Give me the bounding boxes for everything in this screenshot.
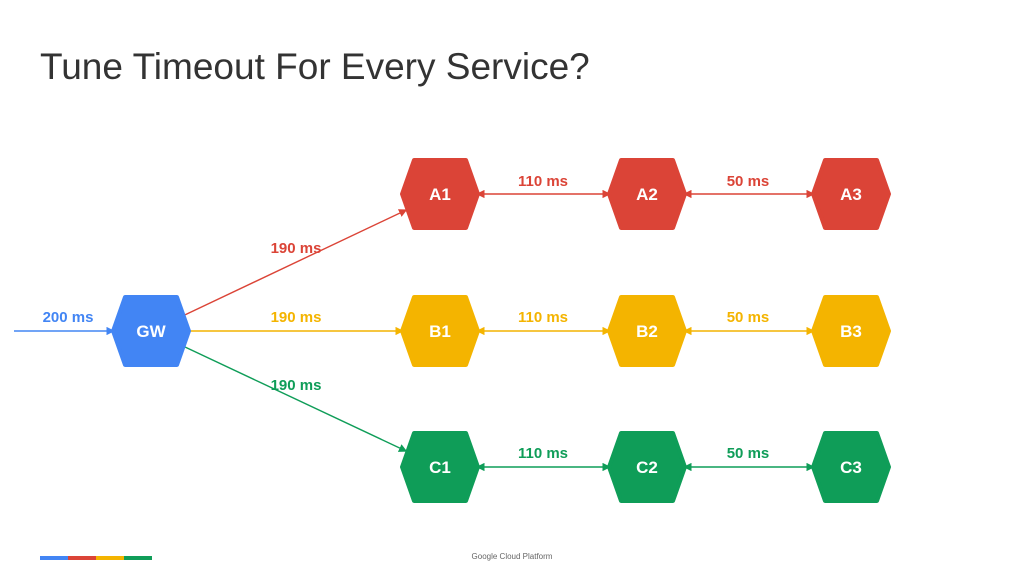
node-c3-label: C3	[840, 458, 862, 477]
edge-gw-a1	[184, 209, 408, 316]
node-a3: A3	[811, 158, 891, 230]
node-a3-hexagon	[811, 158, 891, 230]
node-a1-label: A1	[429, 185, 451, 204]
node-a2-hexagon	[607, 158, 687, 230]
node-c1: C1	[400, 431, 480, 503]
node-c3-hexagon	[811, 431, 891, 503]
node-b1-hexagon	[400, 295, 480, 367]
node-b2: B2	[607, 295, 687, 367]
node-a3-label: A3	[840, 185, 862, 204]
node-gw-label: GW	[136, 322, 166, 341]
node-b3-hexagon	[811, 295, 891, 367]
node-b1-label: B1	[429, 322, 451, 341]
brand-bar-red	[68, 556, 96, 560]
node-gw-hexagon	[111, 295, 191, 367]
edge-label-gw-a1: 190 ms	[271, 240, 322, 257]
node-c3: C3	[811, 431, 891, 503]
edge-label-a2-a3: 50 ms	[727, 173, 770, 190]
node-a1: A1	[400, 158, 480, 230]
node-c2-hexagon	[607, 431, 687, 503]
brand-color-bar	[40, 556, 152, 560]
edge-label-client-gw: 200 ms	[43, 309, 94, 326]
brand-bar-blue	[40, 556, 68, 560]
node-a1-hexagon	[400, 158, 480, 230]
node-c1-label: C1	[429, 458, 451, 477]
node-b2-hexagon	[607, 295, 687, 367]
node-c2-label: C2	[636, 458, 658, 477]
edge-label-b2-b3: 50 ms	[727, 309, 770, 326]
edge-label-gw-b1: 190 ms	[271, 309, 322, 326]
node-a2-label: A2	[636, 185, 658, 204]
node-a2: A2	[607, 158, 687, 230]
node-c1-hexagon	[400, 431, 480, 503]
node-b3-label: B3	[840, 322, 862, 341]
edge-label-b1-b2: 110 ms	[518, 309, 568, 326]
node-b3: B3	[811, 295, 891, 367]
node-b1: B1	[400, 295, 480, 367]
edge-label-c2-c3: 50 ms	[727, 445, 770, 462]
edge-gw-c1	[184, 346, 408, 452]
brand-bar-green	[124, 556, 152, 560]
node-b2-label: B2	[636, 322, 658, 341]
slide-title: Tune Timeout For Every Service?	[40, 46, 590, 87]
footer-text: Google Cloud Platform	[471, 552, 553, 561]
edge-label-c1-c2: 110 ms	[518, 445, 568, 462]
node-gw: GW	[111, 295, 191, 367]
node-c2: C2	[607, 431, 687, 503]
brand-bar-yellow	[96, 556, 124, 560]
edge-label-gw-c1: 190 ms	[271, 377, 322, 394]
edge-label-a1-a2: 110 ms	[518, 173, 568, 190]
